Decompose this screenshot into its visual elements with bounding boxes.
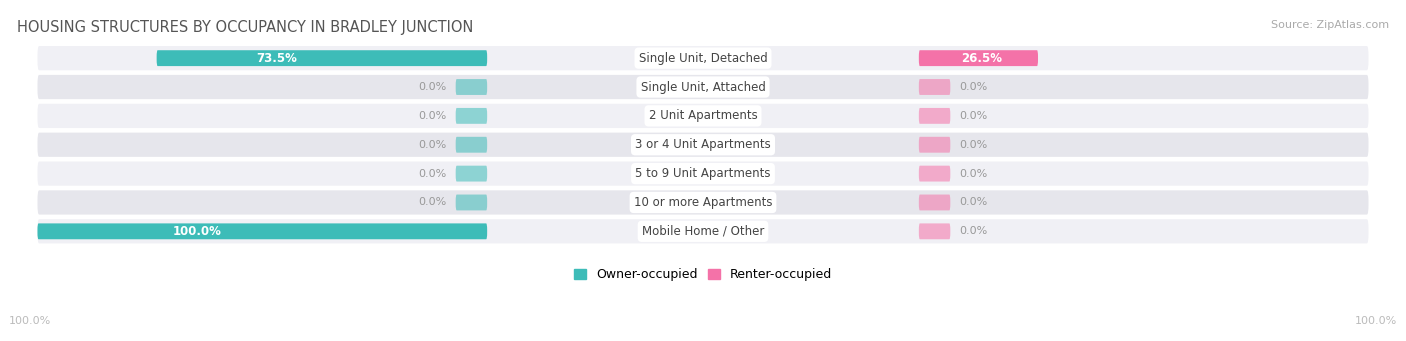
FancyBboxPatch shape: [456, 108, 486, 124]
FancyBboxPatch shape: [38, 162, 1368, 186]
Text: 100.0%: 100.0%: [173, 225, 221, 238]
FancyBboxPatch shape: [38, 75, 1368, 99]
FancyBboxPatch shape: [38, 190, 1368, 214]
Text: 0.0%: 0.0%: [959, 111, 987, 121]
FancyBboxPatch shape: [38, 223, 486, 239]
Legend: Owner-occupied, Renter-occupied: Owner-occupied, Renter-occupied: [568, 263, 838, 286]
Text: 0.0%: 0.0%: [419, 82, 447, 92]
Text: 3 or 4 Unit Apartments: 3 or 4 Unit Apartments: [636, 138, 770, 151]
Text: 0.0%: 0.0%: [959, 197, 987, 207]
Text: Single Unit, Attached: Single Unit, Attached: [641, 80, 765, 93]
FancyBboxPatch shape: [456, 137, 486, 153]
FancyBboxPatch shape: [38, 133, 1368, 157]
FancyBboxPatch shape: [920, 166, 950, 181]
FancyBboxPatch shape: [456, 79, 486, 95]
Text: Source: ZipAtlas.com: Source: ZipAtlas.com: [1271, 20, 1389, 30]
FancyBboxPatch shape: [38, 104, 1368, 128]
Text: 0.0%: 0.0%: [419, 168, 447, 179]
Text: 100.0%: 100.0%: [1354, 315, 1396, 326]
FancyBboxPatch shape: [456, 166, 486, 181]
Text: HOUSING STRUCTURES BY OCCUPANCY IN BRADLEY JUNCTION: HOUSING STRUCTURES BY OCCUPANCY IN BRADL…: [17, 20, 474, 35]
FancyBboxPatch shape: [38, 46, 1368, 70]
Text: 0.0%: 0.0%: [419, 197, 447, 207]
FancyBboxPatch shape: [38, 219, 1368, 243]
Text: 0.0%: 0.0%: [959, 82, 987, 92]
Text: 0.0%: 0.0%: [419, 140, 447, 150]
FancyBboxPatch shape: [920, 194, 950, 210]
Text: 0.0%: 0.0%: [959, 140, 987, 150]
FancyBboxPatch shape: [920, 137, 950, 153]
Text: 100.0%: 100.0%: [10, 315, 52, 326]
Text: Single Unit, Detached: Single Unit, Detached: [638, 51, 768, 65]
FancyBboxPatch shape: [920, 79, 950, 95]
Text: Mobile Home / Other: Mobile Home / Other: [641, 225, 765, 238]
FancyBboxPatch shape: [920, 50, 1038, 66]
FancyBboxPatch shape: [156, 50, 486, 66]
Text: 2 Unit Apartments: 2 Unit Apartments: [648, 109, 758, 122]
FancyBboxPatch shape: [920, 108, 950, 124]
Text: 0.0%: 0.0%: [959, 226, 987, 236]
Text: 73.5%: 73.5%: [256, 51, 297, 65]
Text: 0.0%: 0.0%: [959, 168, 987, 179]
Text: 26.5%: 26.5%: [962, 51, 1002, 65]
Text: 10 or more Apartments: 10 or more Apartments: [634, 196, 772, 209]
FancyBboxPatch shape: [456, 194, 486, 210]
FancyBboxPatch shape: [920, 223, 950, 239]
Text: 0.0%: 0.0%: [419, 111, 447, 121]
Text: 5 to 9 Unit Apartments: 5 to 9 Unit Apartments: [636, 167, 770, 180]
